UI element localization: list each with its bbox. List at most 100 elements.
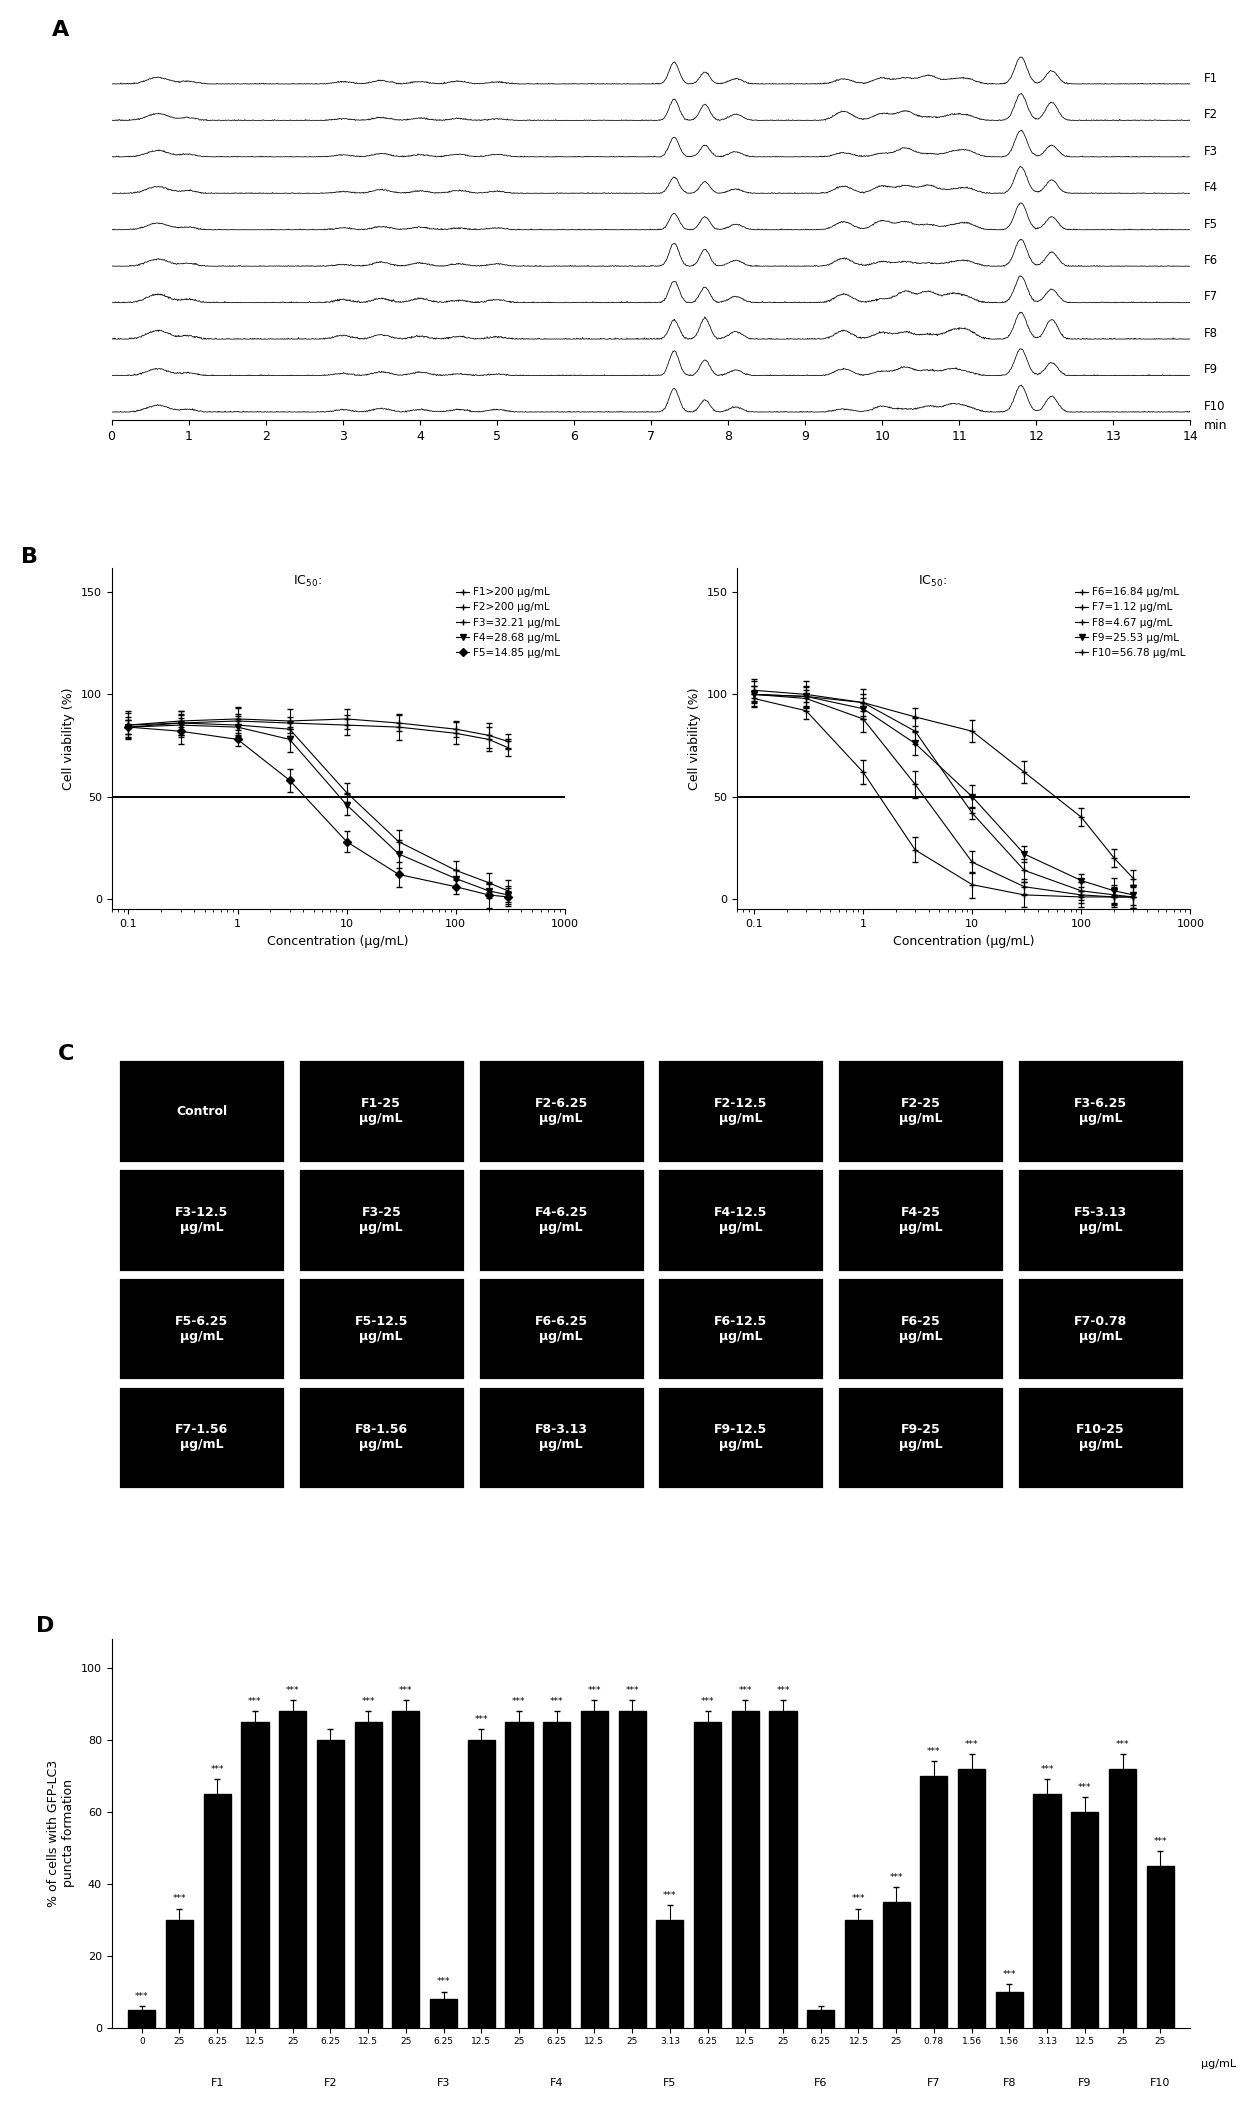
Bar (657, 1168, 825, 1271)
Y-axis label: Cell viability (%): Cell viability (%) (688, 686, 701, 790)
Text: F7-0.78
μg/mL: F7-0.78 μg/mL (1074, 1314, 1127, 1343)
Text: F5-3.13
μg/mL: F5-3.13 μg/mL (1074, 1206, 1127, 1233)
Text: ***: *** (928, 1747, 941, 1755)
Text: F4-6.25
μg/mL: F4-6.25 μg/mL (534, 1206, 588, 1233)
Text: ***: *** (286, 1685, 299, 1696)
Text: ***: *** (625, 1685, 639, 1696)
Bar (1033, 1793, 1060, 2028)
Bar (298, 1168, 465, 1271)
Bar (837, 1385, 1004, 1489)
Text: ***: *** (965, 1740, 978, 1749)
Text: ***: *** (663, 1890, 677, 1901)
Text: F6: F6 (1204, 253, 1219, 266)
Bar (844, 1920, 872, 2028)
Text: F5: F5 (663, 2078, 677, 2089)
Text: C: C (57, 1043, 74, 1064)
Bar (1017, 1278, 1184, 1381)
Bar (118, 1060, 285, 1164)
Text: F4: F4 (1204, 182, 1219, 194)
X-axis label: Concentration (μg/mL): Concentration (μg/mL) (893, 934, 1034, 948)
Bar (837, 1278, 1004, 1381)
Text: ***: *** (248, 1696, 262, 1706)
Text: IC$_{50}$:: IC$_{50}$: (919, 574, 947, 589)
Text: F5: F5 (1204, 218, 1218, 230)
Bar (657, 1385, 825, 1489)
Text: Control: Control (176, 1105, 227, 1117)
Text: F4: F4 (551, 2078, 563, 2089)
Bar (580, 1711, 608, 2028)
Text: ***: *** (739, 1685, 751, 1696)
Bar (279, 1711, 306, 2028)
Bar (837, 1168, 1004, 1271)
Text: F8: F8 (1003, 2078, 1016, 2089)
Bar (619, 1711, 646, 2028)
Bar (477, 1168, 645, 1271)
Text: μg/mL: μg/mL (1202, 2059, 1236, 2068)
Bar (118, 1278, 285, 1381)
Text: F9: F9 (1204, 363, 1219, 376)
Bar (316, 1740, 343, 2028)
Y-axis label: Cell viability (%): Cell viability (%) (62, 686, 76, 790)
Bar (959, 1768, 986, 2028)
Legend: F6=16.84 μg/mL, F7=1.12 μg/mL, F8=4.67 μg/mL, F9=25.53 μg/mL, F10=56.78 μg/mL: F6=16.84 μg/mL, F7=1.12 μg/mL, F8=4.67 μ… (1071, 583, 1189, 663)
Bar (1017, 1060, 1184, 1164)
Text: F9-12.5
μg/mL: F9-12.5 μg/mL (714, 1423, 768, 1451)
Text: ***: *** (551, 1696, 563, 1706)
Text: ***: *** (889, 1873, 903, 1882)
Text: A: A (52, 19, 69, 40)
Text: ***: *** (135, 1992, 149, 2000)
Text: F2-12.5
μg/mL: F2-12.5 μg/mL (714, 1096, 768, 1126)
Bar (392, 1711, 419, 2028)
Bar (837, 1060, 1004, 1164)
Bar (543, 1721, 570, 2028)
Text: ***: *** (852, 1894, 866, 1903)
Bar (1071, 1812, 1099, 2028)
Text: IC$_{50}$:: IC$_{50}$: (293, 574, 321, 589)
Bar (1147, 1865, 1174, 2028)
Text: F6-6.25
μg/mL: F6-6.25 μg/mL (534, 1314, 588, 1343)
Text: F10-25
μg/mL: F10-25 μg/mL (1076, 1423, 1125, 1451)
Bar (118, 1168, 285, 1271)
Bar (920, 1776, 947, 2028)
Bar (770, 1711, 796, 2028)
Text: F7-1.56
μg/mL: F7-1.56 μg/mL (175, 1423, 228, 1451)
Bar (732, 1711, 759, 2028)
Text: ***: *** (475, 1715, 489, 1723)
Bar (656, 1920, 683, 2028)
Text: F10: F10 (1149, 2078, 1171, 2089)
Bar (477, 1385, 645, 1489)
Text: F3-12.5
μg/mL: F3-12.5 μg/mL (175, 1206, 228, 1233)
Text: F3-6.25
μg/mL: F3-6.25 μg/mL (1074, 1096, 1127, 1126)
Bar (996, 1992, 1023, 2028)
Bar (355, 1721, 382, 2028)
Text: min: min (1204, 418, 1228, 433)
Bar (1109, 1768, 1136, 2028)
Text: ***: *** (1003, 1970, 1016, 1979)
Bar (694, 1721, 722, 2028)
Text: F1: F1 (211, 2078, 224, 2089)
Text: B: B (21, 547, 38, 566)
Text: F2: F2 (324, 2078, 337, 2089)
Text: F8-1.56
μg/mL: F8-1.56 μg/mL (355, 1423, 408, 1451)
Text: ***: *** (1116, 1740, 1130, 1749)
Text: F7: F7 (928, 2078, 941, 2089)
Text: ***: *** (776, 1685, 790, 1696)
Text: F4-12.5
μg/mL: F4-12.5 μg/mL (714, 1206, 768, 1233)
Text: F7: F7 (1204, 291, 1219, 304)
Text: ***: *** (172, 1894, 186, 1903)
Text: F3-25
μg/mL: F3-25 μg/mL (360, 1206, 403, 1233)
Bar (118, 1385, 285, 1489)
Text: D: D (36, 1616, 55, 1637)
Text: F5-6.25
μg/mL: F5-6.25 μg/mL (175, 1314, 228, 1343)
Bar (807, 2009, 835, 2028)
Text: F1-25
μg/mL: F1-25 μg/mL (360, 1096, 403, 1126)
Bar (166, 1920, 193, 2028)
Text: ***: *** (588, 1685, 601, 1696)
Text: ***: *** (361, 1696, 374, 1706)
Bar (128, 2009, 155, 2028)
Bar (298, 1385, 465, 1489)
Bar (1017, 1385, 1184, 1489)
Text: F2-25
μg/mL: F2-25 μg/mL (899, 1096, 942, 1126)
Legend: F1>200 μg/mL, F2>200 μg/mL, F3=32.21 μg/mL, F4=28.68 μg/mL, F5=14.85 μg/mL: F1>200 μg/mL, F2>200 μg/mL, F3=32.21 μg/… (453, 583, 564, 663)
Bar (506, 1721, 532, 2028)
